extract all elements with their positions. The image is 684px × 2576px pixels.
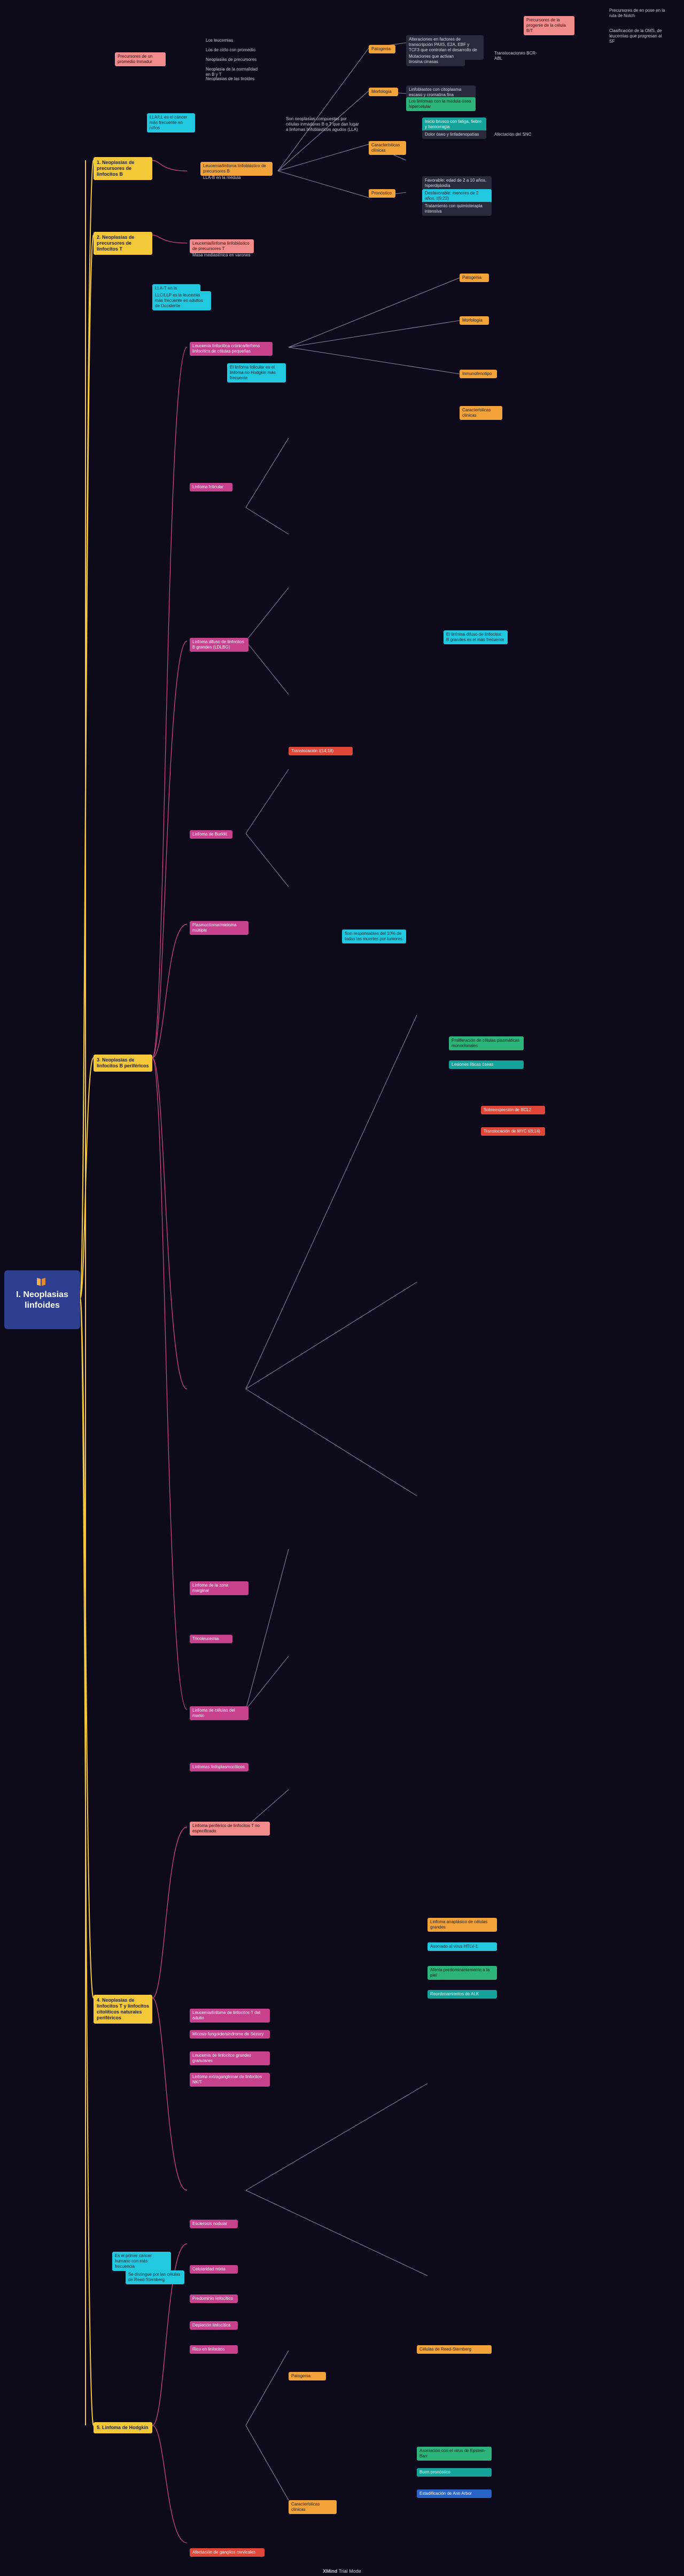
node-s3-burkitt[interactable]: Linfoma de Burkitt [190, 830, 232, 839]
node-s4-nk[interactable]: Linfoma extraganglionar de linfocitos NK… [190, 2073, 270, 2087]
node-s3-green1[interactable]: Proliferación de células plasmáticas mon… [449, 1036, 524, 1050]
node-s5-red[interactable]: Afectación de ganglios cervicales [190, 2548, 265, 2557]
node-s1-lbl[interactable]: LLA-B en la médula [203, 175, 241, 180]
node-s5-esclerosis[interactable]: Esclerosis nodular [190, 2220, 238, 2228]
node-s1-p4a[interactable]: Favorable: edad de 2 a 10 años, hiperdip… [422, 176, 492, 190]
node-s3-clinica[interactable]: Características clínicas [460, 406, 502, 420]
node-s1-orange[interactable]: Leucemia/linfoma linfoblástico de precur… [200, 162, 273, 176]
node-s5-deplecion[interactable]: Depleción linfocítica [190, 2321, 238, 2330]
node-s4-adulto[interactable]: Leucemia/linfoma de linfocitos T del adu… [190, 2009, 270, 2023]
node-s5-celularidad[interactable]: Celularidad mixta [190, 2265, 238, 2274]
node-s1-pronostico[interactable]: Pronóstico [369, 189, 395, 198]
node-s3-red1[interactable]: Translocación t(14;18) [289, 747, 353, 755]
node-top-intro[interactable]: Precursores de la progenie de la célula … [524, 16, 574, 35]
node-s3-tricoleucemia[interactable]: Tricoleucemia [190, 1635, 232, 1643]
node-top-intro-r1[interactable]: Precursores de en pose en la ruta de Not… [609, 8, 665, 18]
node-s1-p3a[interactable]: Inicio brusco con fatiga, fiebre y hemor… [422, 118, 486, 131]
section-linfocitos-t-nk[interactable]: 4. Neoplasias de linfocitos T y linfocit… [94, 1995, 152, 2024]
node-s3-red2[interactable]: Sobreexpresión de BCL2 [481, 1106, 545, 1114]
node-s4-granulares[interactable]: Leucemia de linfocitos grandes granulare… [190, 2051, 270, 2065]
node-s5-rico[interactable]: Rico en linfocitos [190, 2345, 238, 2354]
section-precursores-t[interactable]: 2. Neoplasias de precursores de linfocit… [94, 232, 152, 255]
node-s3-cyan2[interactable]: El linfoma folicular es el linfoma no Ho… [227, 363, 286, 383]
node-tl-pink[interactable]: Precursores de un promedio Inmadur [115, 52, 166, 66]
node-tl-a[interactable]: Los leucemias [206, 38, 234, 43]
node-tl-e[interactable]: Neoplasias de las tiroides [206, 76, 255, 81]
node-tl-c[interactable]: Neoplasias de precursores [206, 57, 257, 62]
node-s1-patogenia[interactable]: Patogenia [369, 45, 395, 53]
node-s1-p1c[interactable]: Translocaciones BCR-ABL [494, 51, 537, 61]
node-s3-teal1[interactable]: Lesiones líticas óseas [449, 1060, 524, 1069]
node-s1-p2b[interactable]: Los linfomas con la médula ósea hipercel… [406, 97, 476, 111]
node-s3-linfoplasmocitico[interactable]: Linfomas linfoplasmocíticos [190, 1763, 248, 1771]
section-linfoma-hodgkin[interactable]: 5. Linfoma de Hodgkin [94, 2422, 152, 2433]
node-s1-p2a[interactable]: Linfoblastos con citoplasma escaso y cro… [406, 85, 476, 99]
node-s5-blue[interactable]: Estadificación de Ann Arbor [417, 2489, 492, 2498]
node-s4-cyan[interactable]: Asociado al virus HTLV-1 [428, 1942, 497, 1951]
node-s5-predominio[interactable]: Predominio linfocítico [190, 2294, 238, 2303]
node-tl-d[interactable]: Neoplasia de la normalidad en B y T [206, 67, 258, 77]
node-s3-manto[interactable]: Linfoma de células del manto [190, 1706, 248, 1720]
node-s5-cyan2[interactable]: Se distingue por las células de Reed-Ste… [126, 2270, 184, 2284]
footer-brand: XMind [323, 2569, 338, 2574]
node-s3-cyan3[interactable]: Son responsables del 10% de todas las mu… [342, 930, 406, 943]
footer-plan: Trial Mode [338, 2569, 361, 2574]
node-s2-orange[interactable]: Leucemia/linfoma linfoblástico de precur… [190, 239, 254, 253]
node-s1-p4c[interactable]: Tratamiento con quimioterapia intensiva [422, 202, 492, 216]
node-s3-ldlbg[interactable]: Linfoma difuso de linfocitos B grandes (… [190, 638, 248, 652]
node-s3-zona-marginal[interactable]: Linfoma de la zona marginal [190, 1581, 248, 1595]
node-s3-morfologia[interactable]: Morfología [460, 316, 489, 325]
central-topic[interactable]: I. Neoplasias linfoides [4, 1270, 80, 1329]
node-s3-magenta[interactable]: Leucemia linfocítica crónica/linfoma lin… [190, 342, 273, 356]
node-s4-green[interactable]: Afecta predominantemente a la piel [428, 1966, 497, 1980]
node-s5-green[interactable]: Asociación con el virus de Epstein-Barr [417, 2447, 492, 2461]
node-s3-inmunofenotipo[interactable]: Inmunofenotipo [460, 370, 497, 378]
section-precursores-b[interactable]: 1. Neoplasias de precursores de linfocit… [94, 157, 152, 180]
node-s1-p4b[interactable]: Desfavorable: menores de 2 años, t(9;22) [422, 189, 492, 203]
node-top-intro-r2[interactable]: Clasificación de la OMS, de leucemias qu… [609, 28, 662, 44]
node-s1-p3c[interactable]: Afectación del SNC [494, 132, 532, 137]
node-tl-b[interactable]: Los de ciclo con promedio [206, 48, 255, 52]
section-linfocitos-b-perifericos[interactable]: 3. Neoplasias de linfocitos B periférico… [94, 1055, 152, 1072]
node-s1-p1b[interactable]: Mutaciones que activan tirosina cinasas [406, 52, 465, 66]
node-s5-patogenia[interactable]: Patogenia [289, 2372, 326, 2380]
node-s1-cyan[interactable]: LLA/LL es el cáncer más frecuente en niñ… [147, 113, 195, 132]
node-s3-folicular[interactable]: Linfoma folicular [190, 483, 232, 491]
node-s3-cyan[interactable]: LLC/LLP es la leucemia más frecuente en … [152, 291, 211, 310]
central-topic-label: I. Neoplasias linfoides [16, 1290, 68, 1310]
node-s5-teal[interactable]: Buen pronóstico [417, 2468, 492, 2477]
node-s1-morfologia[interactable]: Morfología [369, 88, 398, 96]
node-s4-orange[interactable]: Linfoma anaplásico de células grandes [428, 1918, 497, 1932]
node-s2-lbl[interactable]: Masa mediastínica en varones [192, 253, 251, 257]
node-s4-teal[interactable]: Reordenamientos de ALK [428, 1990, 497, 1999]
book-icon [35, 1276, 47, 1287]
node-s4-pink[interactable]: Linfoma periférico de linfocitos T no es… [190, 1822, 270, 1836]
node-s5-clinica[interactable]: Características clínicas [289, 2500, 337, 2514]
node-s3-red3[interactable]: Translocación de MYC t(8;14) [481, 1127, 545, 1136]
node-s3-mieloma[interactable]: Plasmocitoma/mieloma múltiple [190, 921, 248, 935]
node-s5-orange[interactable]: Células de Reed-Sternberg [417, 2345, 492, 2354]
watermark-footer: XMind Trial Mode [321, 2569, 363, 2575]
node-s1-desc[interactable]: Son neoplasias compuestas por células in… [286, 116, 359, 132]
node-s3-cyan4[interactable]: El linfoma difuso de linfocitos B grande… [444, 630, 508, 644]
node-s1-p3b[interactable]: Dolor óseo y linfadenopatías [422, 130, 486, 139]
node-s3-patogenia[interactable]: Patogenia [460, 274, 489, 282]
node-s5-cyan[interactable]: Es el primer cáncer humano con más frecu… [112, 2252, 171, 2271]
node-s1-clinica[interactable]: Características clínicas [369, 141, 406, 155]
node-s4-micosis[interactable]: Micosis fungoide/síndrome de Sézary [190, 2030, 270, 2039]
